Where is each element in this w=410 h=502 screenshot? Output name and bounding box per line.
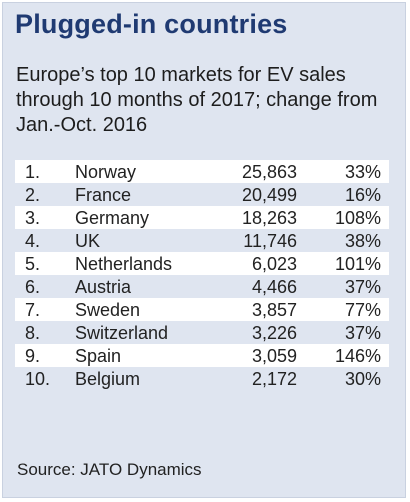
rank-cell: 7. [25,300,41,320]
country-cell: Germany [75,208,150,228]
data-table: 1. Norway 25,863 33% 2. France 20,499 16% 3. Germ… [15,160,389,390]
country-cell: Netherlands [75,254,173,274]
country-cell: France [75,185,132,205]
rank-cell: 1. [25,162,41,182]
table-row: 3. Germany 18,263 108% [15,206,389,229]
rank-cell: 2. [25,185,41,205]
sales-cell: 4,466 [251,277,297,297]
sales-cell: 11,746 [243,231,297,251]
change-cell: 77% [344,300,381,320]
rank-cell: 6. [25,277,41,297]
table-row: 9. Spain 3,059 146% [15,344,389,367]
table-row: 2. France 20,499 16% [15,183,389,206]
sales-cell: 25,863 [241,162,297,182]
sales-cell: 6,023 [251,254,297,274]
country-cell: Austria [75,277,132,297]
rank-cell: 10. [25,369,51,389]
sales-cell: 20,499 [241,185,297,205]
table-row: 1. Norway 25,863 33% [15,160,389,183]
chart-subtitle: Europe’s top 10 markets for EV sales thr… [16,64,378,136]
sales-cell: 18,263 [241,208,297,228]
change-cell: 108% [334,208,381,228]
country-cell: Switzerland [75,323,169,343]
country-cell: Spain [75,346,122,366]
rank-cell: 5. [25,254,41,274]
table-row: 5. Netherlands 6,023 101% [15,252,389,275]
table-row: 6. Austria 4,466 37% [15,275,389,298]
table-row: 10. Belgium 2,172 30% [15,367,389,390]
country-cell: Norway [75,162,137,182]
change-cell: 37% [344,323,381,343]
rank-cell: 3. [25,208,41,228]
rank-cell: 9. [25,346,41,366]
rank-cell: 4. [25,231,41,251]
country-cell: UK [75,231,101,251]
country-cell: Belgium [75,369,141,389]
change-cell: 146% [334,346,381,366]
rank-cell: 8. [25,323,41,343]
table-row: 8. Switzerland 3,226 37% [15,321,389,344]
change-cell: 30% [344,369,381,389]
change-cell: 38% [344,231,381,251]
change-cell: 16% [344,185,381,205]
change-cell: 33% [344,162,381,182]
table-row: 7. Sweden 3,857 77% [15,298,389,321]
sales-cell: 3,857 [251,300,297,320]
chart-title: Plugged-in countries [15,9,288,39]
chart-panel: Plugged-in countries Europe’s top 10 mar… [2,2,406,498]
country-cell: Sweden [75,300,141,320]
table-row: 4. UK 11,746 38% [15,229,389,252]
sales-cell: 2,172 [251,369,297,389]
change-cell: 101% [334,254,381,274]
sales-cell: 3,226 [251,323,297,343]
source-note: Source: JATO Dynamics [17,460,202,479]
change-cell: 37% [344,277,381,297]
sales-cell: 3,059 [251,346,297,366]
